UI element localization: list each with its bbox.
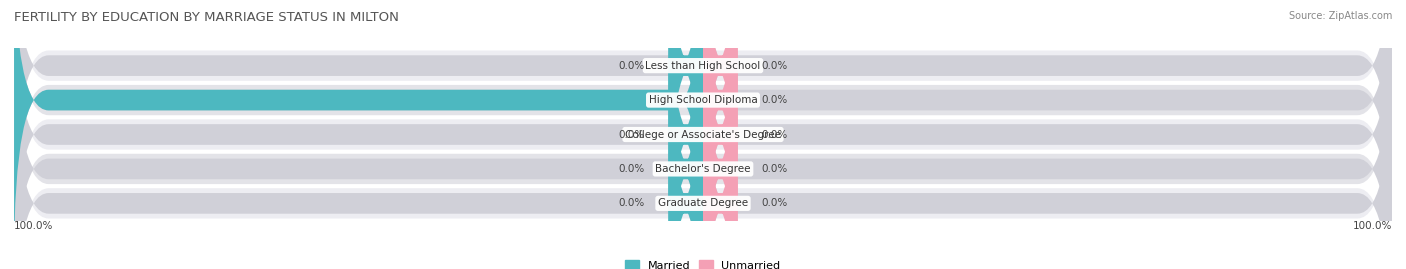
FancyBboxPatch shape xyxy=(669,0,703,228)
Text: FERTILITY BY EDUCATION BY MARRIAGE STATUS IN MILTON: FERTILITY BY EDUCATION BY MARRIAGE STATU… xyxy=(14,11,399,24)
FancyBboxPatch shape xyxy=(703,0,738,262)
Text: 0.0%: 0.0% xyxy=(762,164,787,174)
Text: Graduate Degree: Graduate Degree xyxy=(658,198,748,208)
Text: Source: ZipAtlas.com: Source: ZipAtlas.com xyxy=(1288,11,1392,21)
FancyBboxPatch shape xyxy=(703,7,738,269)
FancyBboxPatch shape xyxy=(669,7,703,269)
FancyBboxPatch shape xyxy=(669,41,703,269)
FancyBboxPatch shape xyxy=(14,0,1392,269)
FancyBboxPatch shape xyxy=(14,0,1392,257)
Text: 0.0%: 0.0% xyxy=(762,61,787,71)
Text: 0.0%: 0.0% xyxy=(619,164,644,174)
FancyBboxPatch shape xyxy=(14,0,703,262)
Legend: Married, Unmarried: Married, Unmarried xyxy=(621,256,785,269)
FancyBboxPatch shape xyxy=(703,41,738,269)
Text: 0.0%: 0.0% xyxy=(619,198,644,208)
Text: Bachelor's Degree: Bachelor's Degree xyxy=(655,164,751,174)
FancyBboxPatch shape xyxy=(14,12,1392,269)
FancyBboxPatch shape xyxy=(14,0,703,262)
Text: 0.0%: 0.0% xyxy=(619,61,644,71)
Text: 0.0%: 0.0% xyxy=(619,129,644,140)
FancyBboxPatch shape xyxy=(669,0,703,269)
FancyBboxPatch shape xyxy=(703,41,1392,269)
Text: 0.0%: 0.0% xyxy=(762,95,787,105)
FancyBboxPatch shape xyxy=(14,7,703,269)
FancyBboxPatch shape xyxy=(14,46,1392,269)
Text: High School Diploma: High School Diploma xyxy=(648,95,758,105)
Text: College or Associate's Degree: College or Associate's Degree xyxy=(626,129,780,140)
FancyBboxPatch shape xyxy=(703,0,738,269)
FancyBboxPatch shape xyxy=(14,0,1392,223)
FancyBboxPatch shape xyxy=(703,7,1392,269)
FancyBboxPatch shape xyxy=(703,0,1392,262)
Text: 100.0%: 100.0% xyxy=(14,221,53,231)
FancyBboxPatch shape xyxy=(14,0,703,269)
FancyBboxPatch shape xyxy=(14,0,703,228)
FancyBboxPatch shape xyxy=(14,41,703,269)
FancyBboxPatch shape xyxy=(703,0,1392,269)
Text: 100.0%: 100.0% xyxy=(1353,221,1392,231)
Text: Less than High School: Less than High School xyxy=(645,61,761,71)
FancyBboxPatch shape xyxy=(703,0,738,228)
Text: 0.0%: 0.0% xyxy=(762,129,787,140)
FancyBboxPatch shape xyxy=(703,0,1392,228)
Text: 0.0%: 0.0% xyxy=(762,198,787,208)
